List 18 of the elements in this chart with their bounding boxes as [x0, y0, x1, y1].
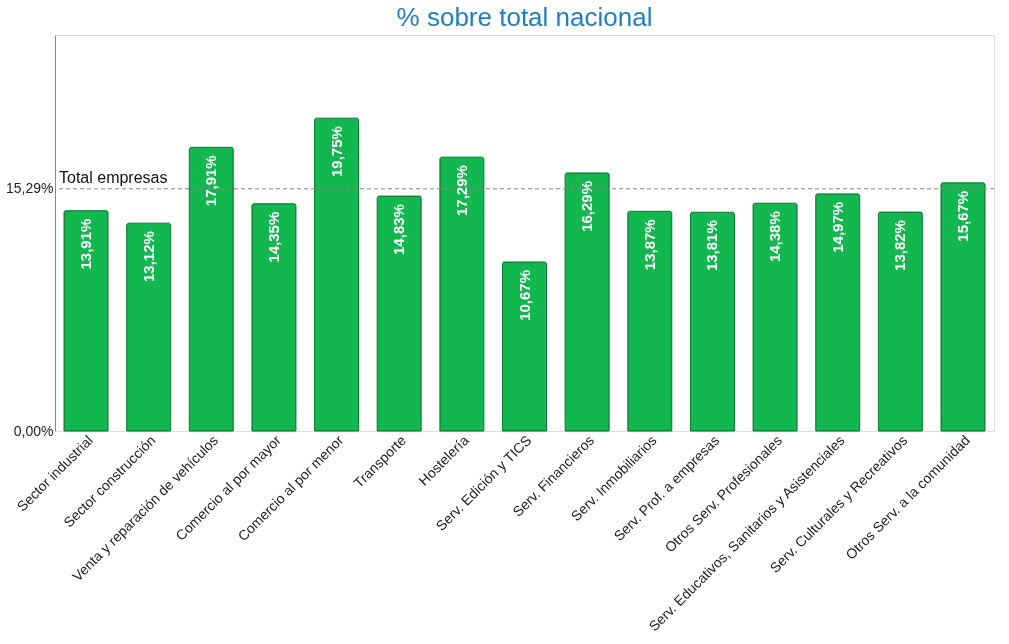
- y-tick-label: 15,29%: [6, 180, 54, 197]
- data-label: 13,82%: [891, 220, 909, 271]
- data-label: 19,75%: [327, 126, 345, 178]
- data-label: 16,29%: [578, 180, 596, 232]
- data-label: 14,83%: [390, 204, 408, 255]
- data-label: 14,35%: [264, 211, 282, 263]
- data-label: 13,87%: [640, 219, 658, 271]
- data-label: 13,91%: [77, 218, 95, 270]
- ref-line-label: Total empresas: [59, 168, 168, 186]
- data-label: 17,91%: [202, 155, 220, 207]
- data-label: 10,67%: [515, 269, 533, 321]
- data-label: 13,81%: [703, 220, 721, 272]
- data-label: 15,67%: [953, 190, 971, 242]
- chart-title: % sobre total nacional: [396, 2, 653, 32]
- data-label: 13,12%: [139, 231, 157, 283]
- data-label: 17,29%: [452, 165, 470, 216]
- data-label: 14,38%: [766, 211, 784, 263]
- data-label: 14,97%: [828, 201, 846, 253]
